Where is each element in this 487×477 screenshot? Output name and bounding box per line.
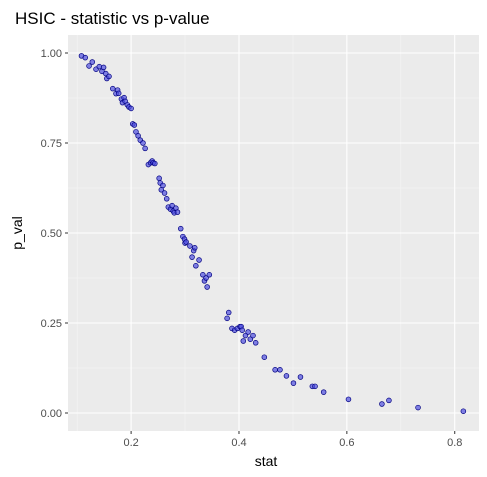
x-axis-title: stat: [255, 453, 278, 469]
data-point: [110, 85, 116, 92]
data-point: [177, 225, 184, 232]
data-point: [128, 105, 134, 112]
y-tick-label: 0.50: [41, 228, 62, 240]
data-point: [189, 254, 195, 260]
data-point: [415, 404, 421, 411]
data-point: [312, 383, 318, 390]
data-point: [277, 367, 283, 373]
data-point: [163, 196, 170, 202]
data-point: [115, 90, 122, 97]
data-point: [290, 380, 297, 386]
data-point: [169, 202, 175, 209]
data-point: [183, 239, 189, 245]
data-point: [386, 397, 392, 404]
data-point: [206, 272, 213, 278]
x-axis-ticks: 0.2 0.4 0.6 0.8: [123, 431, 462, 449]
data-point: [193, 263, 199, 269]
data-point: [283, 373, 290, 379]
data-point: [142, 145, 148, 152]
data-point: [131, 122, 138, 128]
data-point: [320, 389, 327, 395]
data-point: [140, 140, 146, 146]
data-point: [192, 245, 198, 251]
data-point: [250, 332, 256, 339]
data-point: [460, 408, 467, 414]
data-point: [152, 160, 158, 167]
x-tick-label: 0.6: [339, 437, 354, 449]
data-point: [156, 175, 162, 182]
data-point: [174, 209, 181, 215]
data-points: [78, 53, 467, 414]
data-point: [106, 73, 112, 80]
major-gridlines: [68, 35, 479, 431]
data-point: [252, 340, 259, 346]
y-axis-title: p_val: [9, 216, 25, 249]
data-point: [261, 354, 268, 360]
data-point: [160, 182, 166, 189]
chart-title: HSIC - statistic vs p-value: [15, 9, 210, 28]
data-point: [196, 257, 202, 263]
data-point: [89, 59, 96, 65]
y-axis-ticks: 0.00 0.25 0.50 0.75 1.00: [41, 48, 68, 420]
data-point: [135, 133, 141, 139]
x-tick-label: 0.2: [123, 437, 138, 449]
data-point: [86, 63, 92, 69]
data-point: [200, 272, 206, 278]
data-point: [240, 338, 247, 344]
data-point: [203, 275, 209, 281]
data-point: [239, 327, 245, 333]
x-tick-label: 0.4: [231, 437, 246, 449]
data-point: [161, 190, 168, 196]
data-point: [224, 315, 230, 322]
data-point: [245, 329, 251, 335]
data-point: [345, 396, 352, 403]
data-point: [297, 374, 304, 380]
data-point: [100, 64, 107, 71]
data-point: [379, 401, 385, 407]
x-tick-label: 0.8: [447, 437, 462, 449]
data-point: [242, 332, 249, 339]
y-tick-label: 1.00: [41, 48, 62, 60]
y-tick-label: 0.75: [41, 138, 62, 150]
data-point: [225, 309, 232, 316]
data-point: [204, 284, 210, 290]
data-point: [272, 367, 278, 373]
data-point: [82, 54, 89, 61]
data-point: [247, 336, 254, 342]
y-tick-label: 0.25: [41, 318, 62, 330]
y-tick-label: 0.00: [41, 408, 62, 420]
data-point: [187, 243, 193, 249]
